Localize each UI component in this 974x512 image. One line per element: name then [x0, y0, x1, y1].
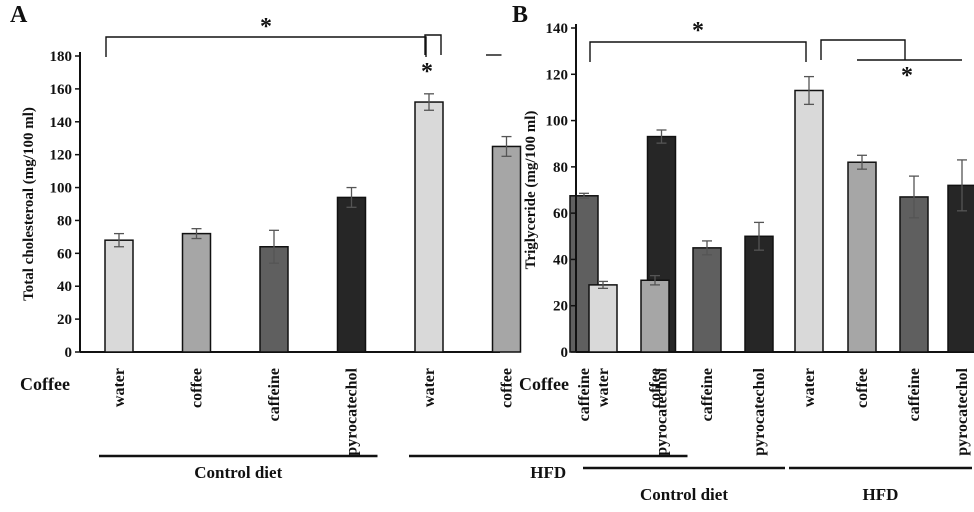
bar-caffeine [899, 196, 929, 353]
y-axis-label: Triglyceride (mg/100 ml) [523, 111, 539, 270]
bar-pyrocatechol [947, 184, 974, 353]
x-category-label: caffeine [266, 368, 283, 421]
bar-coffee [640, 279, 670, 353]
bar-water [588, 284, 618, 353]
panel-label: B [512, 2, 528, 28]
row-label: Coffee [519, 374, 569, 394]
y-tick-label: 80 [553, 160, 568, 176]
x-category-label: coffee [854, 368, 871, 408]
significance-star: * [421, 59, 433, 85]
y-tick-label: 120 [546, 67, 569, 83]
y-tick-label: 40 [553, 252, 568, 268]
significance-bracket [424, 34, 442, 55]
group-label: Control diet [194, 463, 282, 482]
x-category-label: caffeine [906, 368, 923, 421]
x-category-label: water [111, 368, 128, 407]
x-category-label: water [421, 368, 438, 407]
x-category-label: coffee [647, 368, 664, 408]
x-category-label: pyrocatechol [654, 367, 671, 455]
y-tick-label: 140 [546, 21, 569, 37]
y-tick-label: 140 [50, 115, 73, 131]
y-tick-label: 0 [65, 345, 73, 361]
y-tick-label: 80 [57, 213, 72, 229]
y-tick-label: 60 [57, 246, 72, 262]
bar-coffee [181, 232, 212, 353]
significance-star: * [901, 63, 913, 89]
bar-pyrocatechol [336, 196, 367, 353]
y-tick-label: 40 [57, 279, 72, 295]
panel-label: A [10, 2, 28, 28]
significance-bracket [589, 41, 807, 62]
significance-star: * [260, 14, 272, 40]
panel-b-chart: B 0 20 40 60 80 100 120 140 Triglyceride (mg/100 … [512, 2, 974, 504]
significance-bracket [105, 36, 427, 57]
row-label: Coffee [20, 374, 70, 394]
x-category-label: caffeine [699, 368, 716, 421]
significance-bracket [820, 39, 906, 60]
x-category-label: pyrocatechol [751, 367, 768, 455]
bar-water [414, 101, 444, 353]
y-tick-label: 100 [50, 181, 73, 197]
y-tick-label: 120 [50, 148, 73, 164]
group-label: HFD [530, 463, 566, 482]
bar-coffee [847, 161, 877, 353]
bar-caffeine [692, 247, 722, 353]
x-category-label: coffee [499, 368, 516, 408]
panel-a-chart: A 0 20 40 60 80 100 120 140 160 180 Total cholester… [10, 2, 688, 482]
x-category-label: pyrocatechol [954, 367, 971, 455]
x-category-label: caffeine [576, 368, 593, 421]
y-tick-label: 160 [50, 82, 73, 98]
bar-water [104, 239, 134, 353]
x-category-label: coffee [189, 368, 206, 408]
x-category-label: pyrocatechol [344, 367, 361, 455]
bar-coffee [491, 145, 522, 353]
bar-pyrocatechol [744, 235, 774, 353]
y-tick-label: 0 [561, 345, 569, 361]
group-label: HFD [863, 485, 899, 504]
y-tick-label: 60 [553, 206, 568, 222]
x-category-label: water [595, 368, 612, 407]
y-tick-label: 180 [50, 49, 73, 65]
y-tick-label: 20 [553, 299, 568, 315]
bar-water [794, 89, 824, 353]
y-axis-label: Total cholesteroal (mg/100 ml) [21, 107, 37, 301]
y-tick-label: 100 [546, 114, 569, 130]
y-tick-label: 20 [57, 312, 72, 328]
x-category-label: water [801, 368, 818, 407]
significance-star: * [692, 18, 704, 44]
group-label: Control diet [640, 485, 728, 504]
